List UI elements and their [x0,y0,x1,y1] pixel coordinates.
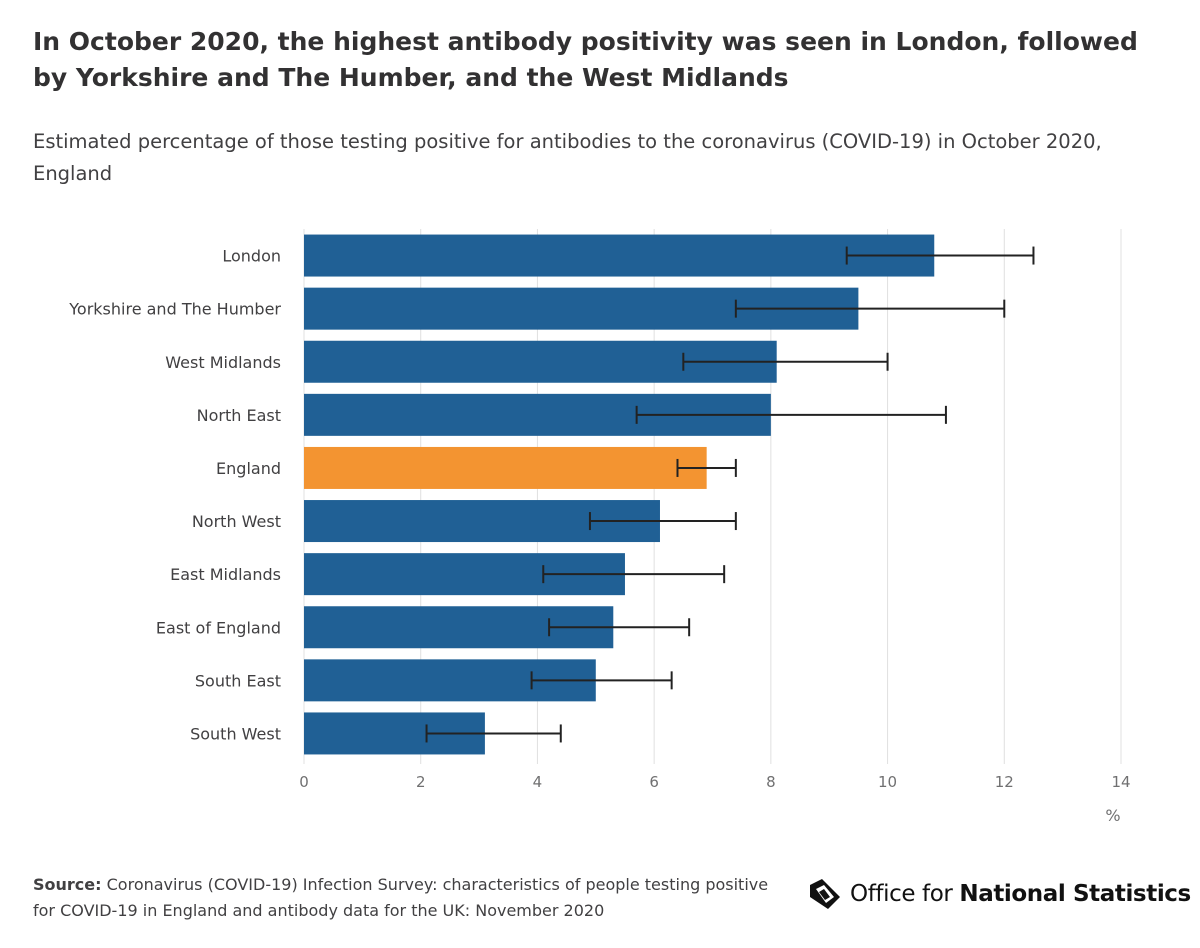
source-text: Coronavirus (COVID-19) Infection Survey:… [33,875,769,920]
error-bar [425,724,562,743]
error-bar [635,405,947,424]
error-bar [682,352,889,371]
error-bars [425,246,1035,743]
bar-london [304,234,935,277]
x-tick-label: 14 [1111,773,1130,791]
bar-chart: London Yorkshire and The Humber West Midla… [68,229,1131,825]
category-label: South West [190,724,281,743]
chart-title: In October 2020, the highest antibody po… [33,27,1138,92]
error-bar [676,458,737,477]
x-tick-label: 2 [416,773,426,791]
ons-logo-icon [810,879,840,909]
x-axis-unit-label: % [1105,806,1120,825]
category-label: South East [195,671,281,690]
x-tick-label: 0 [299,773,309,791]
bars [304,234,935,755]
category-label: West Midlands [165,353,281,372]
ons-logo: Office for National Statistics [808,874,1191,914]
category-label: North East [197,406,281,425]
error-bar [588,512,737,531]
x-tick-label: 10 [878,773,897,791]
logo-text-bold: National Statistics [959,881,1191,907]
x-tick-label: 6 [649,773,659,791]
error-bar [530,671,673,690]
x-tick-label: 8 [766,773,776,791]
category-labels: London Yorkshire and The Humber West Midla… [68,247,281,744]
error-bar [845,246,1035,265]
source-note: Source: Coronavirus (COVID-19) Infection… [33,872,793,924]
category-label: North West [192,512,281,531]
category-label: East of England [156,618,281,637]
bar-england [304,446,707,489]
x-axis-ticks: 0 2 4 6 8 10 12 14 [299,773,1130,791]
logo-text-regular: Office for [850,881,953,907]
category-label: Yorkshire and The Humber [68,300,281,319]
error-bar [542,565,726,584]
error-bar [734,299,1006,318]
category-label: London [222,247,281,266]
chart-subtitle: Estimated percentage of those testing po… [33,130,1102,185]
x-tick-label: 12 [995,773,1014,791]
source-label: Source: [33,875,102,894]
category-label: England [216,459,281,478]
category-label: East Midlands [170,565,281,584]
error-bar [548,618,691,637]
x-tick-label: 4 [533,773,543,791]
